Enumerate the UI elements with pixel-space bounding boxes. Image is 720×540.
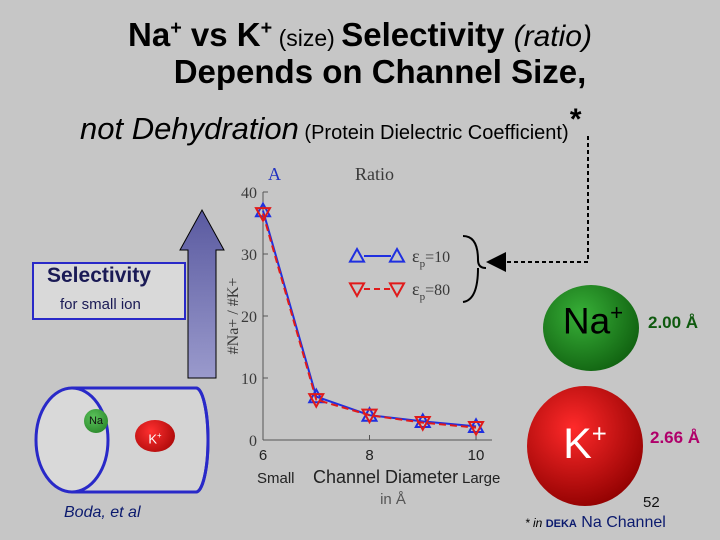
legend-marker-left-0 xyxy=(348,246,366,263)
x-label-small: Small xyxy=(257,470,295,487)
chart-y-label: #Na+ / #K+ xyxy=(225,278,242,355)
legend-marker-left-1 xyxy=(348,282,366,299)
title-size: (size) xyxy=(272,25,342,51)
chart-series xyxy=(254,201,485,437)
na-ion-size: 2.00 Å xyxy=(648,313,699,332)
series-point-eps10 xyxy=(307,387,325,404)
k-ion-label: K+ xyxy=(532,420,638,469)
series-point-eps10 xyxy=(414,412,432,428)
series-line-eps80 xyxy=(262,213,477,429)
title-asterisk: * xyxy=(568,103,581,136)
na-ion-plus: + xyxy=(610,300,624,325)
chart-ticks: 0 10 20 30 40 6 8 10 xyxy=(241,185,484,464)
legend-label-1: εp=80 xyxy=(412,279,450,303)
chart-title: Ratio xyxy=(355,164,394,184)
x-label-unit: in Å xyxy=(380,491,406,508)
series-point-eps80 xyxy=(254,207,272,223)
selectivity-box xyxy=(32,262,186,320)
title-protein-dielectric: (Protein Dielectric Coefficient) xyxy=(298,122,569,144)
na-ion-label: Na+ xyxy=(548,300,638,342)
selectivity-title: Selectivity xyxy=(47,264,151,287)
x-label-large: Large xyxy=(462,470,500,487)
title-line-1: Na+ vs K+ (size) Selectivity (ratio) xyxy=(0,8,720,58)
y-tick-label: 30 xyxy=(241,247,257,264)
k-ion-ball xyxy=(527,386,643,506)
chart-panel-label: A xyxy=(268,164,281,184)
ion-channel-cylinder xyxy=(34,386,210,494)
footer-note: * in DEKA Na Channel xyxy=(525,514,666,532)
chart-legend: εp=10 εp=80 xyxy=(348,246,450,303)
y-tick-label: 20 xyxy=(241,309,257,326)
title-not-dehydration: not Dehydration xyxy=(80,111,299,146)
k-ion-small: K+ xyxy=(135,420,175,452)
legend-bracket xyxy=(462,235,487,303)
title-na: Na xyxy=(128,16,171,53)
pointer-arrow xyxy=(486,136,589,272)
footer-in: in xyxy=(529,516,546,530)
k-ion-small-label: K xyxy=(148,431,158,447)
credit-text: Boda, et al xyxy=(64,504,141,521)
legend-marker-right-1 xyxy=(388,282,406,299)
title-k-plus: + xyxy=(260,17,273,39)
na-ion-ball xyxy=(543,285,639,371)
footer-star: * xyxy=(525,516,530,530)
title-ratio: (ratio) xyxy=(513,20,592,53)
title-line-3: not Dehydration (Protein Dielectric Coef… xyxy=(80,100,580,153)
k-ion-plus: + xyxy=(591,420,607,449)
title-selectivity: Selectivity xyxy=(341,16,514,53)
slide-number: 52 xyxy=(643,494,660,511)
legend-label-0: εp=10 xyxy=(412,246,450,270)
chart-axes: A Ratio #Na+ / #K+ Small Channel Diameter Lar… xyxy=(225,164,500,508)
footer-channel: Na Channel xyxy=(576,514,666,531)
k-ion-size: 2.66 Å xyxy=(650,428,701,447)
footer-deka: DEKA xyxy=(545,518,577,530)
series-point-eps80 xyxy=(414,416,432,432)
y-tick-label: 10 xyxy=(241,371,257,388)
title-na-plus: + xyxy=(170,17,182,39)
title-line-2: Depends on Channel Size, xyxy=(173,53,587,90)
series-point-eps80 xyxy=(467,421,485,437)
selectivity-subtitle: for small ion xyxy=(60,296,141,313)
legend-marker-right-0 xyxy=(388,246,406,263)
series-point-eps10 xyxy=(467,417,485,433)
k-ion-text: K xyxy=(563,420,592,468)
series-point-eps80 xyxy=(307,393,325,409)
na-ion-text: Na xyxy=(562,300,611,342)
na-ion-small: Na xyxy=(84,409,108,433)
x-tick-label: 10 xyxy=(468,447,485,464)
series-line-eps10 xyxy=(262,210,477,428)
x-tick-label: 6 xyxy=(259,447,267,464)
y-tick-label: 40 xyxy=(241,185,257,202)
y-tick-label: 0 xyxy=(249,433,257,450)
title-vs-k: vs K xyxy=(181,16,261,53)
series-point-eps80 xyxy=(360,408,379,425)
x-label-main: Channel Diameter xyxy=(313,467,458,487)
x-tick-label: 8 xyxy=(365,447,373,464)
selectivity-arrow xyxy=(179,208,225,379)
k-ion-small-plus: + xyxy=(157,431,162,440)
